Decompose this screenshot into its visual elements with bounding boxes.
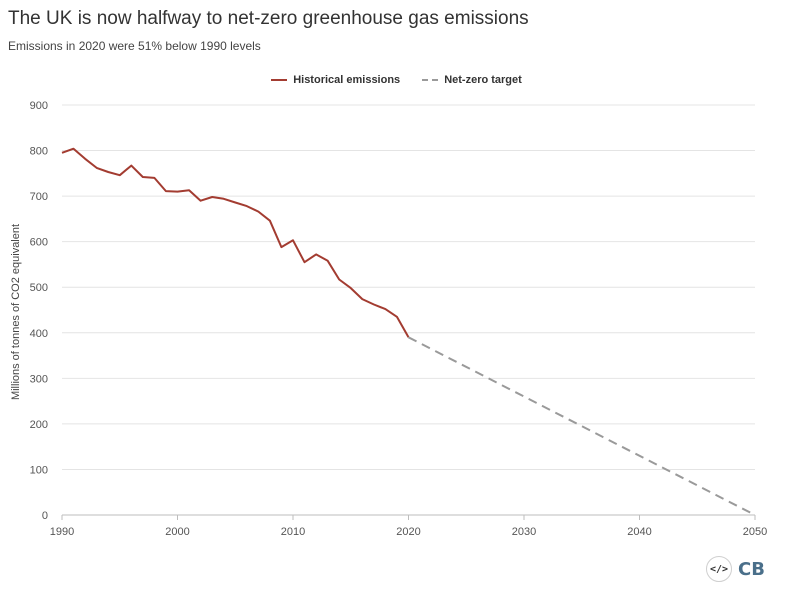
x-tick-label: 2050 xyxy=(743,526,767,538)
legend-label-historical: Historical emissions xyxy=(293,74,401,86)
chart-title: The UK is now halfway to net-zero greenh… xyxy=(8,8,529,29)
y-tick-label: 300 xyxy=(30,373,48,385)
y-tick-label: 400 xyxy=(30,328,48,340)
chart-subtitle: Emissions in 2020 were 51% below 1990 le… xyxy=(8,39,261,53)
legend-swatch-historical xyxy=(271,79,288,81)
y-tick-label: 900 xyxy=(30,100,48,112)
y-tick-label: 0 xyxy=(42,510,48,522)
x-tick-label: 2040 xyxy=(627,526,651,538)
y-tick-label: 100 xyxy=(30,464,48,476)
y-tick-label: 700 xyxy=(30,191,48,203)
historical-emissions-line[interactable] xyxy=(61,147,410,338)
legend-swatch-net-zero xyxy=(422,79,439,81)
x-tick-label: 2020 xyxy=(396,526,420,538)
x-tick-label: 2030 xyxy=(512,526,536,538)
y-tick-label: 200 xyxy=(30,419,48,431)
x-tick-label: 2010 xyxy=(281,526,305,538)
y-tick-label: 600 xyxy=(30,237,48,249)
carbon-brief-logo: </> CB xyxy=(706,556,765,582)
y-tick-label: 500 xyxy=(30,282,48,294)
y-tick-label: 800 xyxy=(30,146,48,158)
logo-text: CB xyxy=(738,558,765,580)
legend-item-historical[interactable]: Historical emissions xyxy=(271,74,400,86)
code-embed-icon[interactable]: </> xyxy=(706,556,732,582)
net-zero-target-line[interactable] xyxy=(408,336,756,516)
legend-label-net-zero: Net-zero target xyxy=(444,74,522,86)
legend: Historical emissions Net-zero target xyxy=(0,74,793,86)
x-tick-label: 2000 xyxy=(165,526,189,538)
legend-item-net-zero[interactable]: Net-zero target xyxy=(422,74,522,86)
x-tick-label: 1990 xyxy=(50,526,74,538)
